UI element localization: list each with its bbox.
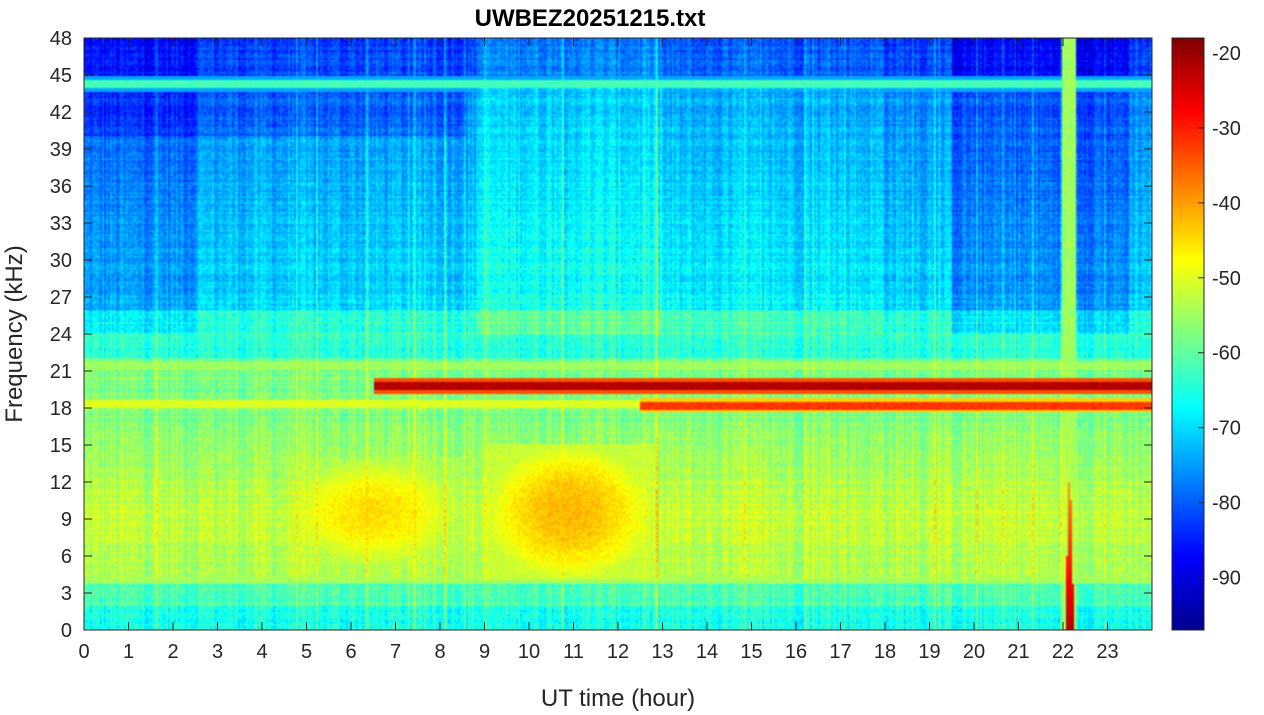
y-tick-label: 39 [50, 139, 72, 161]
x-axis: 0 1 2 3 4 5 6 7 8 9 10 11 12 13 14 15 16 17 18 19 20 21 22 23 [78, 38, 1119, 663]
chart-title: UWBEZ20251215.txt [475, 5, 706, 32]
x-tick-label: 16 [785, 641, 807, 663]
x-tick-label: 15 [740, 641, 762, 663]
y-tick-label: 45 [50, 65, 72, 87]
x-tick-label: 19 [918, 641, 940, 663]
y-tick-label: 18 [50, 398, 72, 420]
x-tick-label: 0 [78, 641, 89, 663]
y-tick-label: 27 [50, 287, 72, 309]
x-axis-label: UT time (hour) [541, 685, 695, 712]
y-tick-label: 36 [50, 176, 72, 198]
y-tick-label: 21 [50, 361, 72, 383]
x-tick-label: 14 [696, 641, 718, 663]
x-tick-label: 21 [1007, 641, 1029, 663]
x-tick-label: 6 [345, 641, 356, 663]
y-tick-label: 0 [61, 620, 72, 642]
x-tick-label: 12 [607, 641, 629, 663]
colorbar: -20 -30 -40 -50 -60 -70 -80 -90 [1171, 37, 1241, 631]
x-tick-label: 22 [1052, 641, 1074, 663]
y-tick-label: 15 [50, 435, 72, 457]
plot-area [83, 37, 1153, 631]
y-tick-label: 42 [50, 102, 72, 124]
colorbar-tick-label: -90 [1212, 568, 1241, 590]
x-tick-label: 9 [479, 641, 490, 663]
x-tick-label: 17 [829, 641, 851, 663]
colorbar-tick-label: -30 [1212, 118, 1241, 140]
y-tick-label: 9 [61, 509, 72, 531]
colorbar-gradient [1171, 37, 1205, 631]
colorbar-ticks: -20 -30 -40 -50 -60 -70 -80 -90 [1198, 43, 1241, 590]
x-tick-label: 2 [167, 641, 178, 663]
colorbar-tick-label: -20 [1212, 43, 1241, 65]
y-tick-label: 30 [50, 250, 72, 272]
x-tick-label: 5 [301, 641, 312, 663]
y-tick-label: 33 [50, 213, 72, 235]
colorbar-tick-label: -40 [1212, 193, 1241, 215]
y-tick-label: 48 [50, 28, 72, 50]
x-tick-label: 7 [390, 641, 401, 663]
colorbar-tick-label: -60 [1212, 343, 1241, 365]
y-tick-label: 12 [50, 472, 72, 494]
x-tick-label: 3 [212, 641, 223, 663]
x-tick-label: 8 [434, 641, 445, 663]
x-tick-label: 23 [1096, 641, 1118, 663]
colorbar-tick-label: -50 [1212, 268, 1241, 290]
colorbar-tick-label: -80 [1212, 493, 1241, 515]
x-tick-label: 10 [518, 641, 540, 663]
x-tick-label: 20 [963, 641, 985, 663]
colorbar-tick-label: -70 [1212, 418, 1241, 440]
y-axis-label: Frequency (kHz) [1, 245, 28, 422]
y-tick-label: 6 [61, 546, 72, 568]
x-tick-label: 11 [563, 641, 584, 663]
y-tick-label: 3 [61, 583, 72, 605]
x-tick-label: 4 [256, 641, 267, 663]
x-tick-label: 13 [651, 641, 673, 663]
y-tick-label: 24 [50, 324, 72, 346]
spectrogram-heatmap [84, 38, 1152, 630]
x-tick-label: 18 [874, 641, 896, 663]
x-tick-label: 1 [123, 641, 134, 663]
